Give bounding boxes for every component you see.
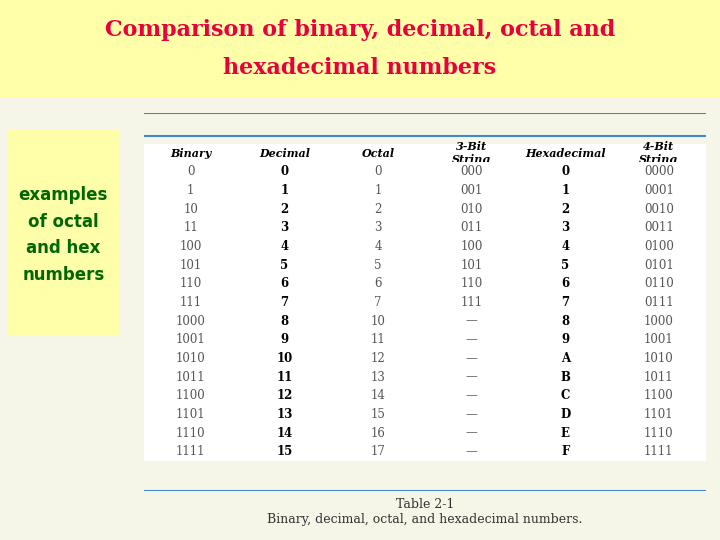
Text: Table 2-1: Table 2-1 — [395, 498, 454, 511]
Text: hexadecimal numbers: hexadecimal numbers — [223, 57, 497, 78]
Text: Binary, decimal, octal, and hexadecimal numbers.: Binary, decimal, octal, and hexadecimal … — [267, 513, 582, 526]
Text: Comparison of binary, decimal, octal and: Comparison of binary, decimal, octal and — [105, 19, 615, 40]
Text: examples
of octal
and hex
numbers: examples of octal and hex numbers — [19, 186, 108, 284]
